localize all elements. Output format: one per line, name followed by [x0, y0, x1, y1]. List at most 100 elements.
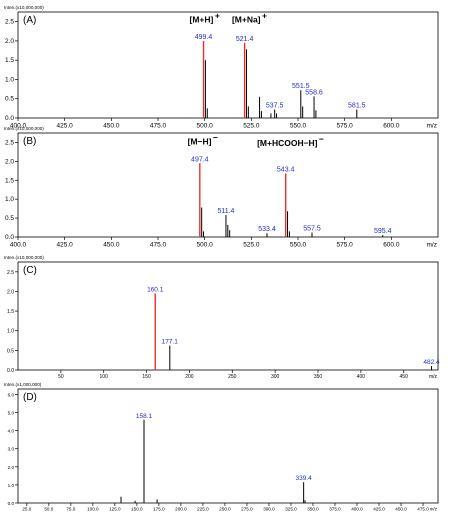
x-tick-label: 525.0: [243, 242, 260, 249]
x-tick-label: 400.0: [10, 242, 27, 249]
x-tick-label: 250.0: [219, 507, 231, 512]
spectrum-panel-a: Inten.(x10,000,000) (A) 0.0 0.5 1.0 1.5 2.0 2.5…: [4, 5, 439, 130]
y-tick-label: 2.5: [7, 270, 14, 276]
ion-charge-superscript: −: [213, 132, 218, 142]
x-tick-label: 475.0: [150, 123, 167, 130]
x-tick-label: 125.0: [109, 507, 121, 512]
y-unit-label: Inten.(x10,000,000): [4, 126, 44, 131]
x-unit-label: m/z: [427, 242, 437, 249]
peak-label: 557.5: [303, 225, 321, 232]
ion-annotation-text: [M+H]: [190, 14, 214, 24]
x-tick-label: 550.0: [290, 123, 307, 130]
x-tick-label: 450: [400, 374, 409, 380]
x-tick-label: 575.0: [337, 123, 354, 130]
y-tick-label: 1.0: [5, 196, 14, 203]
y-tick-label: 6.0: [8, 392, 15, 397]
ion-annotation-text: [M+HCOOH−H]: [257, 138, 318, 148]
x-tick-label: 50: [58, 374, 64, 380]
x-tick-label: 25.0: [22, 507, 31, 512]
y-unit-label: Inten.(x10,000,000): [4, 255, 44, 260]
ion-annotation: [M+HCOOH−H] −: [257, 134, 324, 148]
x-tick-label: 50.0: [44, 507, 53, 512]
x-tick-label: 575.0: [337, 242, 354, 249]
peak-label: 521.4: [236, 36, 254, 43]
y-tick-label: 0.5: [5, 215, 14, 222]
peak-label: 543.4: [277, 166, 295, 173]
peak-label: 158.1: [136, 413, 153, 420]
x-tick-label: 300.0: [263, 507, 275, 512]
ion-annotation: [M−H] −: [188, 132, 218, 146]
x-tick-label: 100.0: [87, 507, 99, 512]
x-tick-label: 350.0: [307, 507, 319, 512]
x-tick-label: 200: [185, 374, 194, 380]
y-tick-label: 3.0: [8, 447, 15, 452]
ion-annotation-text: [M+Na]: [232, 14, 261, 24]
y-unit-label: Inten.(x10,000,000): [4, 5, 44, 10]
x-tick-label: 375.0: [329, 507, 341, 512]
y-tick-label: 0.5: [7, 348, 14, 354]
y-tick-label: 2.0: [5, 38, 14, 45]
x-unit-label: m/z: [430, 507, 438, 512]
x-tick-label: 550.0: [290, 242, 307, 249]
x-tick-label: 425.0: [373, 507, 385, 512]
peak-label: 558.6: [305, 89, 323, 96]
plot-frame: [17, 11, 439, 119]
peak-label: 160.1: [147, 286, 164, 293]
ion-charge-superscript: +: [262, 10, 267, 20]
y-tick-label: 2.0: [5, 158, 14, 165]
panel-label: (C): [23, 265, 37, 276]
x-tick-label: 300: [271, 374, 280, 380]
peak-label: 581.5: [348, 103, 366, 110]
x-tick-label: 500.0: [197, 242, 214, 249]
y-tick-label: 2.5: [5, 19, 14, 26]
peak-label: 482.4: [423, 359, 440, 366]
plot-frame: [17, 261, 439, 371]
x-tick-label: 600.0: [383, 242, 400, 249]
x-tick-label: 325.0: [285, 507, 297, 512]
x-tick-label: 400.0: [10, 123, 27, 130]
ion-annotation: [M+H] +: [190, 10, 220, 24]
x-tick-label: 475.0: [417, 507, 429, 512]
y-tick-label: 0.0: [8, 501, 15, 506]
x-tick-label: 450.0: [395, 507, 407, 512]
y-tick-label: 0.0: [5, 234, 14, 241]
y-unit-label: Inten.(x1,000,000): [4, 382, 42, 387]
y-tick-label: 2.0: [8, 465, 15, 470]
y-tick-label: 2.0: [7, 289, 14, 295]
y-tick-label: 1.5: [5, 57, 14, 64]
spectrum-panel-c: Inten.(x10,000,000) (C) 0.0 0.5 1.0 1.5 2.0 2.5…: [4, 255, 440, 380]
panel-label: (A): [23, 15, 36, 26]
peak-label: 499.4: [195, 34, 213, 41]
x-tick-label: 175.0: [153, 507, 165, 512]
panel-label: (B): [23, 136, 36, 147]
x-tick-label: 425.0: [57, 123, 74, 130]
ion-annotation-text: [M−H]: [188, 136, 212, 146]
peak-label: 511.4: [217, 208, 234, 215]
y-tick-label: 1.5: [5, 177, 14, 184]
x-tick-label: 225.0: [197, 507, 209, 512]
peak-label: 497.4: [191, 156, 209, 163]
y-tick-label: 1.0: [8, 483, 15, 488]
plot-frame: [17, 388, 439, 504]
x-tick-label: 450.0: [103, 242, 120, 249]
x-tick-label: 275.0: [241, 507, 253, 512]
x-tick-label: 475.0: [150, 242, 167, 249]
x-unit-label: m/z: [429, 374, 438, 380]
x-tick-label: 100: [100, 374, 109, 380]
y-tick-label: 5.0: [8, 411, 15, 416]
x-tick-label: 200.0: [175, 507, 187, 512]
plot-frame: [17, 132, 439, 238]
x-tick-label: 150.0: [131, 507, 143, 512]
spectrum-panel-b: Inten.(x10,000,000) (B) 0.0 0.5 1.0 1.5 2.0 2.5…: [4, 126, 439, 249]
x-tick-label: 75.0: [66, 507, 75, 512]
x-tick-label: 400.0: [351, 507, 363, 512]
ion-annotation: [M+Na] +: [232, 10, 267, 24]
peak-label: 537.5: [266, 103, 284, 110]
x-tick-label: 600.0: [383, 123, 400, 130]
peak-label: 339.4: [295, 475, 312, 482]
spectrum-panel-d: Inten.(x1,000,000) (D) 0.0 1.0 2.0 3.0 4.0 5.0 6…: [4, 382, 439, 512]
x-tick-label: 350: [314, 374, 323, 380]
ion-charge-superscript: −: [319, 134, 324, 144]
peak-label: 595.4: [374, 228, 392, 235]
